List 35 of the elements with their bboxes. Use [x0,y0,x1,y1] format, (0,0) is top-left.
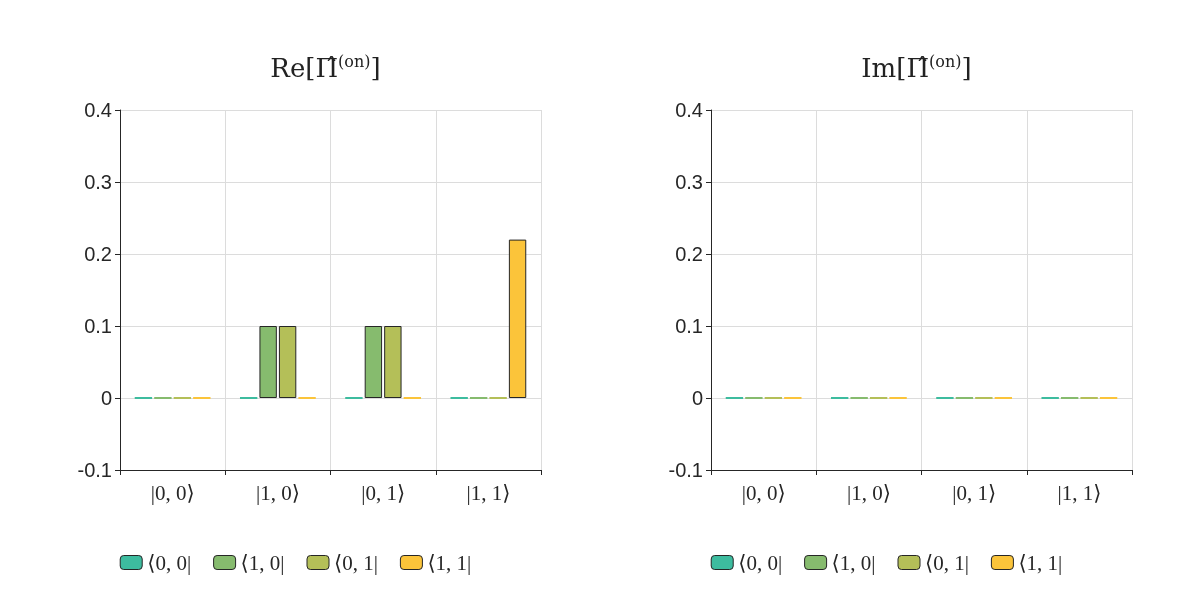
chart-title: Im[Π̂$^{(on)}$] [860,51,973,85]
x-tick-label: |0, 0⟩ [150,480,195,505]
x-tick-label: |1, 1⟩ [466,480,511,505]
legend-label: ⟨1, 0| [240,550,285,575]
bar [259,326,277,398]
y-tick-label: -0.1 [668,459,703,481]
legend-label: ⟨0, 0| [738,550,783,575]
y-tick-label: 0 [100,387,112,409]
legend-label: ⟨1, 1| [1018,550,1063,575]
y-tick-label: 0.2 [675,243,703,265]
x-tick-label: |0, 1⟩ [952,480,997,505]
x-tick-label: |0, 1⟩ [361,480,406,505]
legend-label: ⟨0, 0| [147,550,192,575]
y-tick-label: 0.1 [675,315,703,337]
y-tick-label: 0.4 [675,99,703,121]
bar [508,239,527,398]
x-tick-label: |1, 0⟩ [255,480,300,505]
legend-label: ⟨1, 1| [427,550,472,575]
legend-label: ⟨0, 1| [925,550,969,575]
x-tick-label: |1, 0⟩ [846,480,891,505]
bar [278,326,297,398]
y-tick-label: 0.2 [84,243,112,265]
legend-label: ⟨1, 0| [831,550,876,575]
x-tick-label: |1, 1⟩ [1057,480,1102,505]
y-tick-label: 0 [691,387,703,409]
chart-title: Re[Π̂$^{(on)}$] [269,51,382,85]
y-tick-label: 0.3 [84,171,112,193]
bar [364,326,383,398]
y-tick-label: -0.1 [77,459,112,481]
y-tick-label: 0.4 [84,99,112,121]
y-tick-label: 0.3 [675,171,703,193]
x-tick-label: |0, 0⟩ [741,480,786,505]
bar [384,326,402,398]
legend-label: ⟨0, 1| [334,550,378,575]
y-tick-label: 0.1 [84,315,112,337]
